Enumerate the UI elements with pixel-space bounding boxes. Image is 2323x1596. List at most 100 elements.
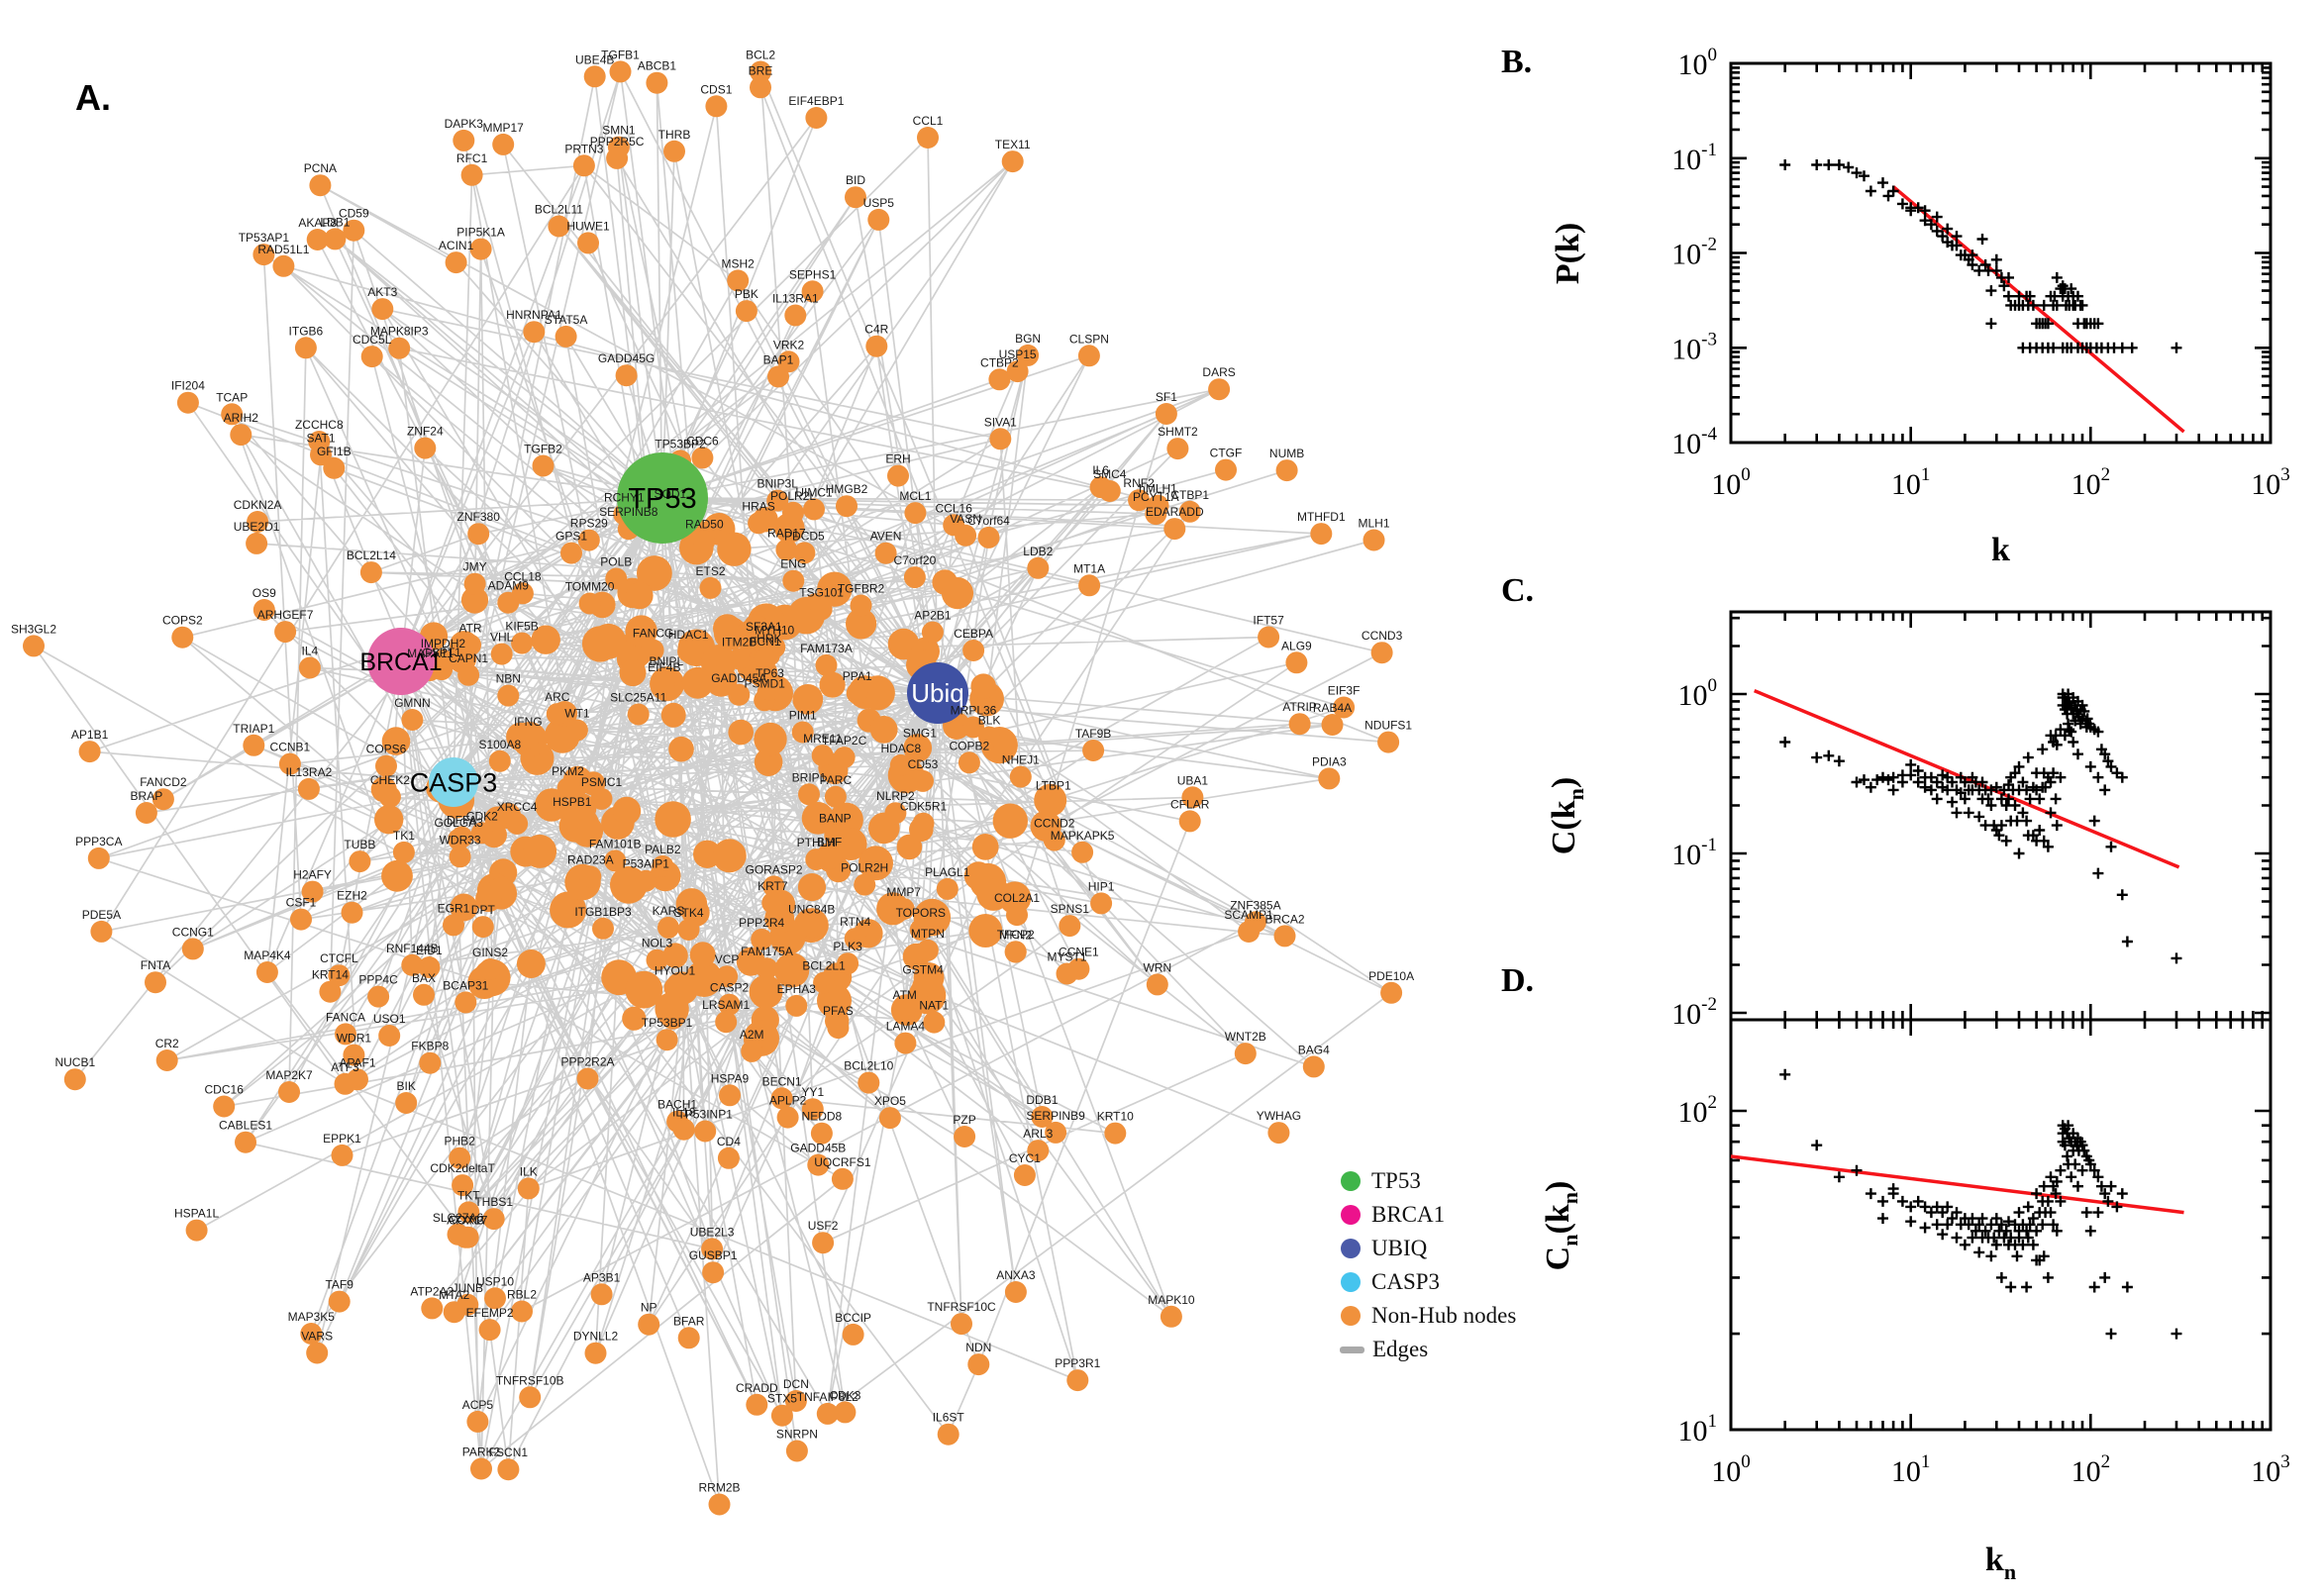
gene-label: PLAGL1 — [925, 865, 970, 879]
gene-label: ABCB1 — [638, 59, 677, 73]
gene-node — [252, 244, 275, 266]
gene-node — [693, 530, 716, 552]
gene-label: CDK2 — [466, 809, 498, 823]
gene-node — [663, 976, 686, 999]
gene-node — [453, 129, 475, 151]
gene-node — [1215, 458, 1237, 481]
gene-node — [1004, 1281, 1027, 1303]
gene-label: TUBB — [344, 838, 375, 851]
gene-node — [1208, 378, 1231, 401]
gene-label: RAD51L1 — [257, 243, 309, 256]
axis-title: Cn(kn) — [1540, 1181, 1582, 1271]
gene-label: BRE — [749, 63, 773, 77]
gene-label: GADD45B — [790, 1142, 846, 1155]
gene-node — [803, 498, 825, 521]
gene-node — [1042, 791, 1064, 814]
gene-label: CCNB1 — [270, 741, 311, 754]
gene-node — [782, 569, 805, 592]
gene-label: ARIH2 — [224, 411, 259, 425]
gene-label: TFCP2 — [997, 928, 1035, 942]
gene-label: AKAP8 — [298, 216, 337, 230]
gene-node — [615, 364, 638, 387]
gene-node — [145, 971, 166, 994]
gene-label: BFAR — [673, 1314, 705, 1328]
gene-label: DYNLL2 — [573, 1330, 619, 1344]
gene-node — [955, 524, 977, 547]
tick-label: 103 — [2251, 464, 2290, 501]
gene-label: COPS6 — [366, 743, 407, 756]
gene-label: TP53INP1 — [678, 1108, 734, 1122]
gene-node — [255, 961, 278, 983]
gene-label: BCCIP — [835, 1311, 871, 1325]
gene-node — [798, 783, 820, 806]
edge-dash-icon — [1340, 1346, 1364, 1353]
gene-node — [889, 753, 912, 776]
gene-node — [309, 174, 332, 197]
gene-node — [1380, 981, 1403, 1004]
gene-node — [1045, 1121, 1067, 1144]
gene-label: HIP1 — [1088, 879, 1115, 893]
gene-node — [1017, 344, 1040, 366]
gene-label: TK1 — [393, 829, 415, 843]
gene-label: YWHAG — [1257, 1109, 1301, 1123]
gene-label: BECN1 — [762, 1074, 802, 1088]
gene-label: COX17 — [449, 1214, 488, 1228]
gene-label: SPNS1 — [1051, 902, 1090, 916]
hub-node-casp3 — [429, 757, 478, 807]
gene-label: KRT7 — [758, 879, 788, 893]
gene-label: MAPK11 — [407, 647, 454, 660]
gene-label: THRB — [658, 128, 691, 142]
gene-label: PPP2R2A — [560, 1055, 614, 1069]
gene-node — [511, 1300, 533, 1323]
tick-label: 100 — [1678, 675, 1718, 712]
tick-label: 10-2 — [1671, 235, 1717, 271]
gene-label: WRN — [1143, 960, 1171, 974]
gene-node — [842, 1323, 864, 1346]
legend-label: UBIQ — [1371, 1236, 1428, 1260]
scatter-points — [1779, 1068, 2182, 1340]
panel-a-label: A. — [75, 77, 111, 118]
gene-node — [824, 785, 847, 808]
gene-label: BCL2L11 — [535, 203, 583, 217]
gene-node — [656, 1029, 678, 1051]
gene-node — [1056, 962, 1078, 985]
gene-label: ACP5 — [462, 1398, 494, 1412]
gene-node — [1013, 1164, 1036, 1186]
gene-node — [274, 621, 297, 644]
gene-label: CDKN2A — [234, 498, 282, 512]
gene-label: MRPL36 — [951, 704, 997, 718]
gene-label: FAM173A — [800, 642, 853, 655]
gene-label: FANCA — [326, 1010, 365, 1024]
gene-label: XPO5 — [874, 1094, 906, 1108]
gene-node — [874, 542, 897, 564]
gene-label: PDE10A — [1368, 969, 1414, 983]
gene-label: CDC6 — [686, 434, 719, 448]
gene-node — [1267, 1122, 1290, 1145]
gene-node — [243, 734, 265, 756]
gene-node — [401, 709, 424, 731]
gene-node — [989, 428, 1012, 450]
gene-label: TNFRSF10B — [496, 1373, 564, 1387]
gene-node — [492, 133, 515, 155]
legend-item-ubiq: UBIQ — [1341, 1232, 1516, 1265]
gene-label: NAT1 — [919, 999, 949, 1013]
gene-node — [334, 1072, 356, 1095]
gene-label: SHMT2 — [1158, 425, 1198, 439]
gene-node — [754, 648, 776, 670]
gene-node — [904, 502, 927, 525]
gene-label: PPP2R5C — [590, 135, 645, 149]
hub-label-casp3: CASP3 — [410, 767, 498, 797]
gene-node — [584, 1342, 607, 1364]
legend-label: BRCA1 — [1371, 1202, 1446, 1227]
gene-label: BCL2L14 — [347, 549, 396, 562]
tick-label: 101 — [1891, 464, 1931, 501]
gene-node — [912, 975, 935, 998]
gene-node — [812, 1232, 835, 1254]
gene-node — [715, 1011, 738, 1034]
tick-label: 10-3 — [1671, 329, 1717, 365]
gene-label: GINS2 — [472, 946, 508, 959]
gene-node — [343, 1044, 365, 1066]
gene-node — [294, 337, 317, 359]
gene-node — [555, 325, 577, 348]
gene-node — [878, 1107, 901, 1130]
